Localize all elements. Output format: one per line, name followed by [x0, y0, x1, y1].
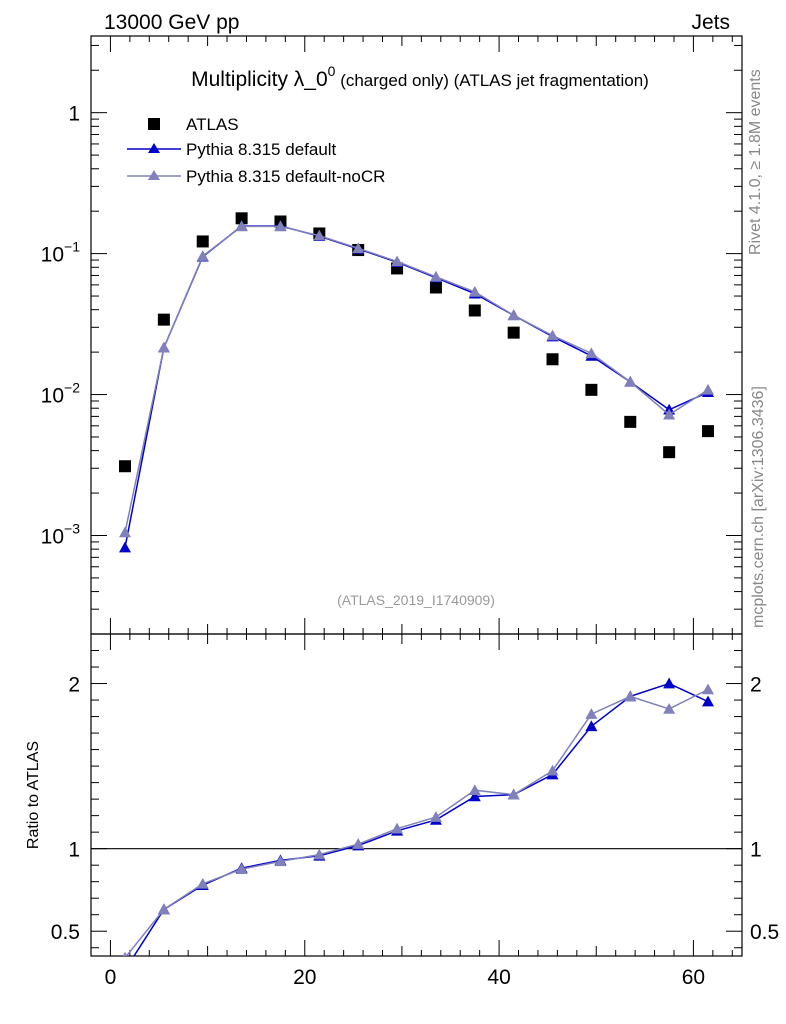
ratio-nocr-point: [701, 683, 714, 695]
nocr-mc-point: [119, 526, 132, 538]
ratio-xtick-label: 0: [105, 966, 117, 989]
nocr-mc-point: [663, 408, 676, 420]
ratio-series-line: [125, 688, 709, 956]
ratio-nocr-point: [507, 788, 520, 800]
rivet-label: Rivet 4.1.0, ≥ 1.8M events: [747, 69, 764, 255]
ratio-ytick-label-right: 2: [750, 674, 762, 697]
legend-atlas-label: ATLAS: [186, 115, 239, 134]
atlas-data-point: [468, 304, 481, 317]
ratio-nocr-point: [663, 702, 676, 714]
ratio-xtick-label: 20: [293, 966, 316, 989]
ratio-nocr-point: [196, 877, 209, 889]
nocr-mc-point: [235, 220, 248, 232]
ratio-default-point: [701, 695, 714, 707]
main-axis-ticks: 1 10−1 10−2 10−3: [41, 36, 742, 635]
atlas-data-point: [429, 281, 442, 294]
ratio-nocr-point: [235, 863, 248, 874]
main-series: [119, 212, 714, 553]
atlas-data-point: [546, 353, 559, 366]
nocr-mc-point: [468, 285, 481, 297]
atlas-data-point: [119, 460, 132, 473]
main-ytick-label: 1: [68, 103, 80, 126]
ratio-nocr-point: [313, 848, 326, 860]
default-mc-point: [119, 541, 132, 553]
nocr-mc-point: [507, 309, 520, 321]
ratio-default-point: [468, 790, 481, 802]
main-ytick-label: 10−2: [41, 380, 81, 408]
ratio-ytick-label-left: 1: [68, 839, 80, 862]
nocr-mc-point: [391, 255, 404, 267]
nocr-mc-point: [585, 347, 598, 359]
mcplots-label: mcplots.cern.ch [arXiv:1306.3436]: [750, 386, 767, 628]
ratio-xtick-label: 60: [682, 966, 705, 989]
legend: ATLAS Pythia 8.315 default Pythia 8.315 …: [127, 115, 385, 186]
legend-default-label: Pythia 8.315 default: [186, 140, 337, 159]
ratio-nocr-point: [546, 764, 559, 776]
ratio-series-line: [133, 682, 709, 956]
atlas-data-point: [701, 425, 714, 438]
nocr-mc-point: [701, 383, 714, 395]
nocr-mc-point: [196, 250, 209, 261]
ratio-series-group: [119, 677, 714, 975]
nocr-mc-point: [624, 375, 637, 387]
legend-atlas-marker: [148, 118, 160, 130]
ratio-ylabel: Ratio to ATLAS: [25, 741, 42, 849]
ratio-nocr-point: [352, 838, 365, 849]
atlas-data-point: [235, 212, 248, 225]
ratio-nocr-point: [391, 822, 404, 834]
ratio-nocr-point: [429, 811, 442, 822]
ratio-panel: Ratio to ATLAS 0.5 0.51 12 20 20 40 60: [25, 633, 779, 989]
analysis-watermark: (ATLAS_2019_I1740909): [337, 592, 495, 608]
nocr-mc-point: [313, 229, 326, 241]
main-ytick-label: 10−3: [41, 520, 81, 548]
header-left: 13000 GeV pp: [104, 11, 239, 34]
atlas-data-point: [585, 383, 598, 396]
nocr-mc-point: [352, 242, 365, 254]
atlas-data-point: [157, 313, 170, 326]
atlas-data-point: [196, 235, 209, 248]
ratio-default-point: [585, 720, 598, 732]
legend-nocr-label: Pythia 8.315 default-noCR: [186, 167, 385, 186]
ratio-ytick-label-right: 0.5: [750, 921, 779, 944]
nocr-mc-point: [429, 270, 442, 282]
ratio-nocr-point: [122, 951, 128, 956]
atlas-data-point: [507, 326, 520, 339]
ratio-nocr-point: [157, 903, 170, 915]
ratio-frame: [90, 633, 743, 957]
header-right: Jets: [691, 11, 730, 34]
ratio-ytick-label-right: 1: [750, 839, 762, 862]
main-ytick-label: 10−1: [41, 239, 81, 267]
ratio-nocr-point: [624, 690, 637, 702]
legend-default-marker: [148, 143, 160, 153]
main-panel: Multiplicity λ_00 (charged only) (ATLAS …: [41, 35, 743, 635]
main-series-line: [124, 225, 709, 548]
atlas-data-point: [624, 415, 637, 428]
ratio-default-point: [119, 964, 131, 975]
ratio-xtick-label: 40: [487, 966, 510, 989]
nocr-mc-point: [157, 341, 170, 353]
ratio-default-point: [663, 677, 676, 689]
ratio-nocr-point: [585, 708, 598, 719]
chart-title: Multiplicity λ_00 (charged only) (ATLAS …: [191, 63, 649, 91]
main-series-line: [124, 225, 709, 533]
ratio-series: [119, 677, 714, 975]
nocr-mc-point: [274, 220, 287, 232]
nocr-mc-point: [546, 329, 559, 341]
ratio-axis-ticks: 0.5 0.51 12 20 20 40 60: [51, 634, 779, 989]
atlas-data-point: [663, 446, 676, 459]
ratio-ytick-label-left: 0.5: [51, 921, 80, 944]
ratio-nocr-point: [468, 784, 481, 796]
ratio-ytick-label-left: 2: [68, 674, 80, 697]
ratio-nocr-point: [274, 855, 287, 867]
legend-nocr-marker: [148, 170, 160, 180]
